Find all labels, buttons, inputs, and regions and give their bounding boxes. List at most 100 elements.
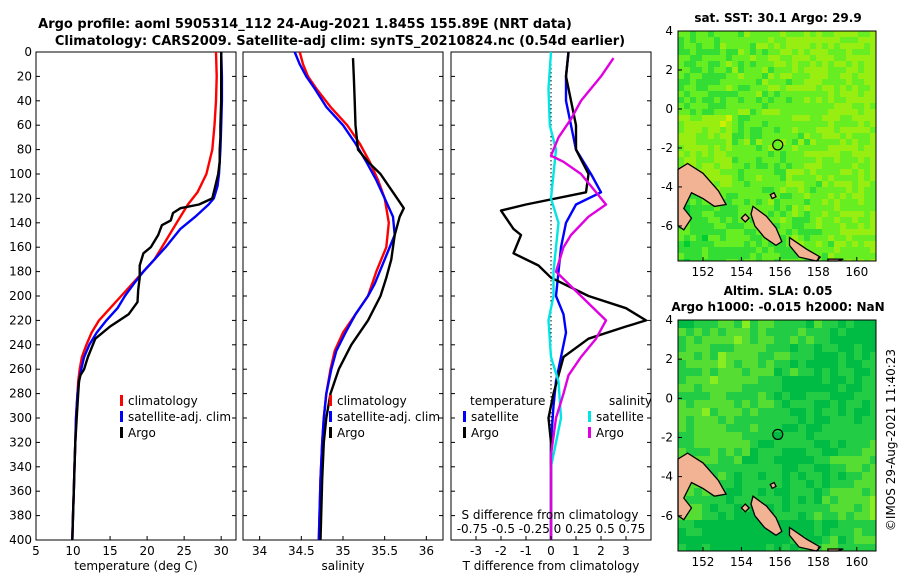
heatmap-cell xyxy=(696,103,702,109)
heatmap-cell xyxy=(782,440,790,448)
heatmap-cell xyxy=(780,127,786,133)
heatmap-cell xyxy=(786,247,792,253)
heatmap-cell xyxy=(804,139,810,145)
heatmap-cell xyxy=(750,424,758,432)
heatmap-cell xyxy=(810,157,816,163)
heatmap-cell xyxy=(702,400,710,408)
heatmap-cell xyxy=(750,368,758,376)
heatmap-cell xyxy=(732,115,738,121)
heatmap-cell xyxy=(718,400,726,408)
heatmap-cell xyxy=(702,217,708,223)
map-xtick-label: 156 xyxy=(768,265,791,279)
heatmap-cell xyxy=(870,253,876,259)
heatmap-cell xyxy=(678,416,686,424)
heatmap-cell xyxy=(830,528,838,536)
heatmap-cell xyxy=(708,85,714,91)
series-difference-profile-s-satellite xyxy=(547,51,563,540)
heatmap-cell xyxy=(714,43,720,49)
heatmap-cell xyxy=(732,127,738,133)
heatmap-cell xyxy=(686,320,694,328)
heatmap-cell xyxy=(786,61,792,67)
heatmap-cell xyxy=(814,368,822,376)
heatmap-cell xyxy=(726,241,732,247)
heatmap-cell xyxy=(846,432,854,440)
heatmap-cell xyxy=(870,73,876,79)
heatmap-cell xyxy=(828,127,834,133)
difference-legend: temperature satellite Argo salinity sate… xyxy=(463,394,652,440)
heatmap-cell xyxy=(732,31,738,37)
heatmap-cell xyxy=(774,79,780,85)
heatmap-cell xyxy=(710,424,718,432)
heatmap-cell xyxy=(684,49,690,55)
heatmap-cell xyxy=(762,211,768,217)
heatmap-cell xyxy=(858,157,864,163)
heatmap-cell xyxy=(864,121,870,127)
heatmap-cell xyxy=(822,416,830,424)
heatmap-cell xyxy=(822,344,830,352)
heatmap-cell xyxy=(782,400,790,408)
heatmap-cell xyxy=(744,139,750,145)
heatmap-cell xyxy=(798,424,806,432)
heatmap-cell xyxy=(696,199,702,205)
heatmap-cell xyxy=(738,139,744,145)
temperature-xlabel: temperature (deg C) xyxy=(74,559,197,573)
heatmap-cell xyxy=(840,241,846,247)
heatmap-cell xyxy=(732,73,738,79)
land-polygon xyxy=(750,205,783,247)
heatmap-cell xyxy=(726,480,734,488)
heatmap-cell xyxy=(758,400,766,408)
heatmap-cell xyxy=(816,79,822,85)
heatmap-cell xyxy=(858,49,864,55)
heatmap-cell xyxy=(686,408,694,416)
heatmap-cell xyxy=(792,199,798,205)
heatmap-cell xyxy=(814,520,822,528)
heatmap-cell xyxy=(756,121,762,127)
heatmap-cell xyxy=(766,448,774,456)
heatmap-cell xyxy=(718,368,726,376)
heatmap-cell xyxy=(762,61,768,67)
heatmap-cell xyxy=(690,151,696,157)
heatmap-cell xyxy=(762,97,768,103)
heatmap-cell xyxy=(678,247,684,253)
heatmap-cell xyxy=(710,416,718,424)
heatmap-cell xyxy=(756,199,762,205)
heatmap-cell xyxy=(814,464,822,472)
heatmap-cell xyxy=(790,512,798,520)
heatmap-cell xyxy=(870,448,876,456)
heatmap-cell xyxy=(678,163,684,169)
heatmap-cell xyxy=(810,151,816,157)
heatmap-cell xyxy=(768,115,774,121)
heatmap-cell xyxy=(708,67,714,73)
heatmap-cell xyxy=(822,352,830,360)
heatmap-cell xyxy=(714,67,720,73)
heatmap-cell xyxy=(744,181,750,187)
heatmap-cell xyxy=(798,259,804,261)
heatmap-cell xyxy=(782,488,790,496)
heatmap-cell xyxy=(834,133,840,139)
heatmap-cell xyxy=(678,49,684,55)
heatmap-cell xyxy=(690,139,696,145)
heatmap-cell xyxy=(834,115,840,121)
heatmap-cell xyxy=(744,235,750,241)
heatmap-cell xyxy=(852,163,858,169)
heatmap-cell xyxy=(732,247,738,253)
heatmap-cell xyxy=(758,480,766,488)
heatmap-cell xyxy=(766,536,774,544)
heatmap-cell xyxy=(804,55,810,61)
heatmap-cell xyxy=(870,211,876,217)
xtick-label: 34.5 xyxy=(288,544,315,558)
heatmap-cell xyxy=(840,55,846,61)
heatmap-cell xyxy=(726,448,734,456)
heatmap-cell xyxy=(798,392,806,400)
heatmap-cell xyxy=(870,193,876,199)
map-xtick-label: 152 xyxy=(692,265,715,279)
heatmap-cell xyxy=(720,145,726,151)
xtick-label: 3 xyxy=(622,544,630,558)
heatmap-cell xyxy=(720,109,726,115)
heatmap-cell xyxy=(870,424,876,432)
heatmap-cell xyxy=(846,199,852,205)
heatmap-cell xyxy=(714,205,720,211)
heatmap-cell xyxy=(790,344,798,352)
heatmap-cell xyxy=(742,376,750,384)
heatmap-cell xyxy=(830,432,838,440)
